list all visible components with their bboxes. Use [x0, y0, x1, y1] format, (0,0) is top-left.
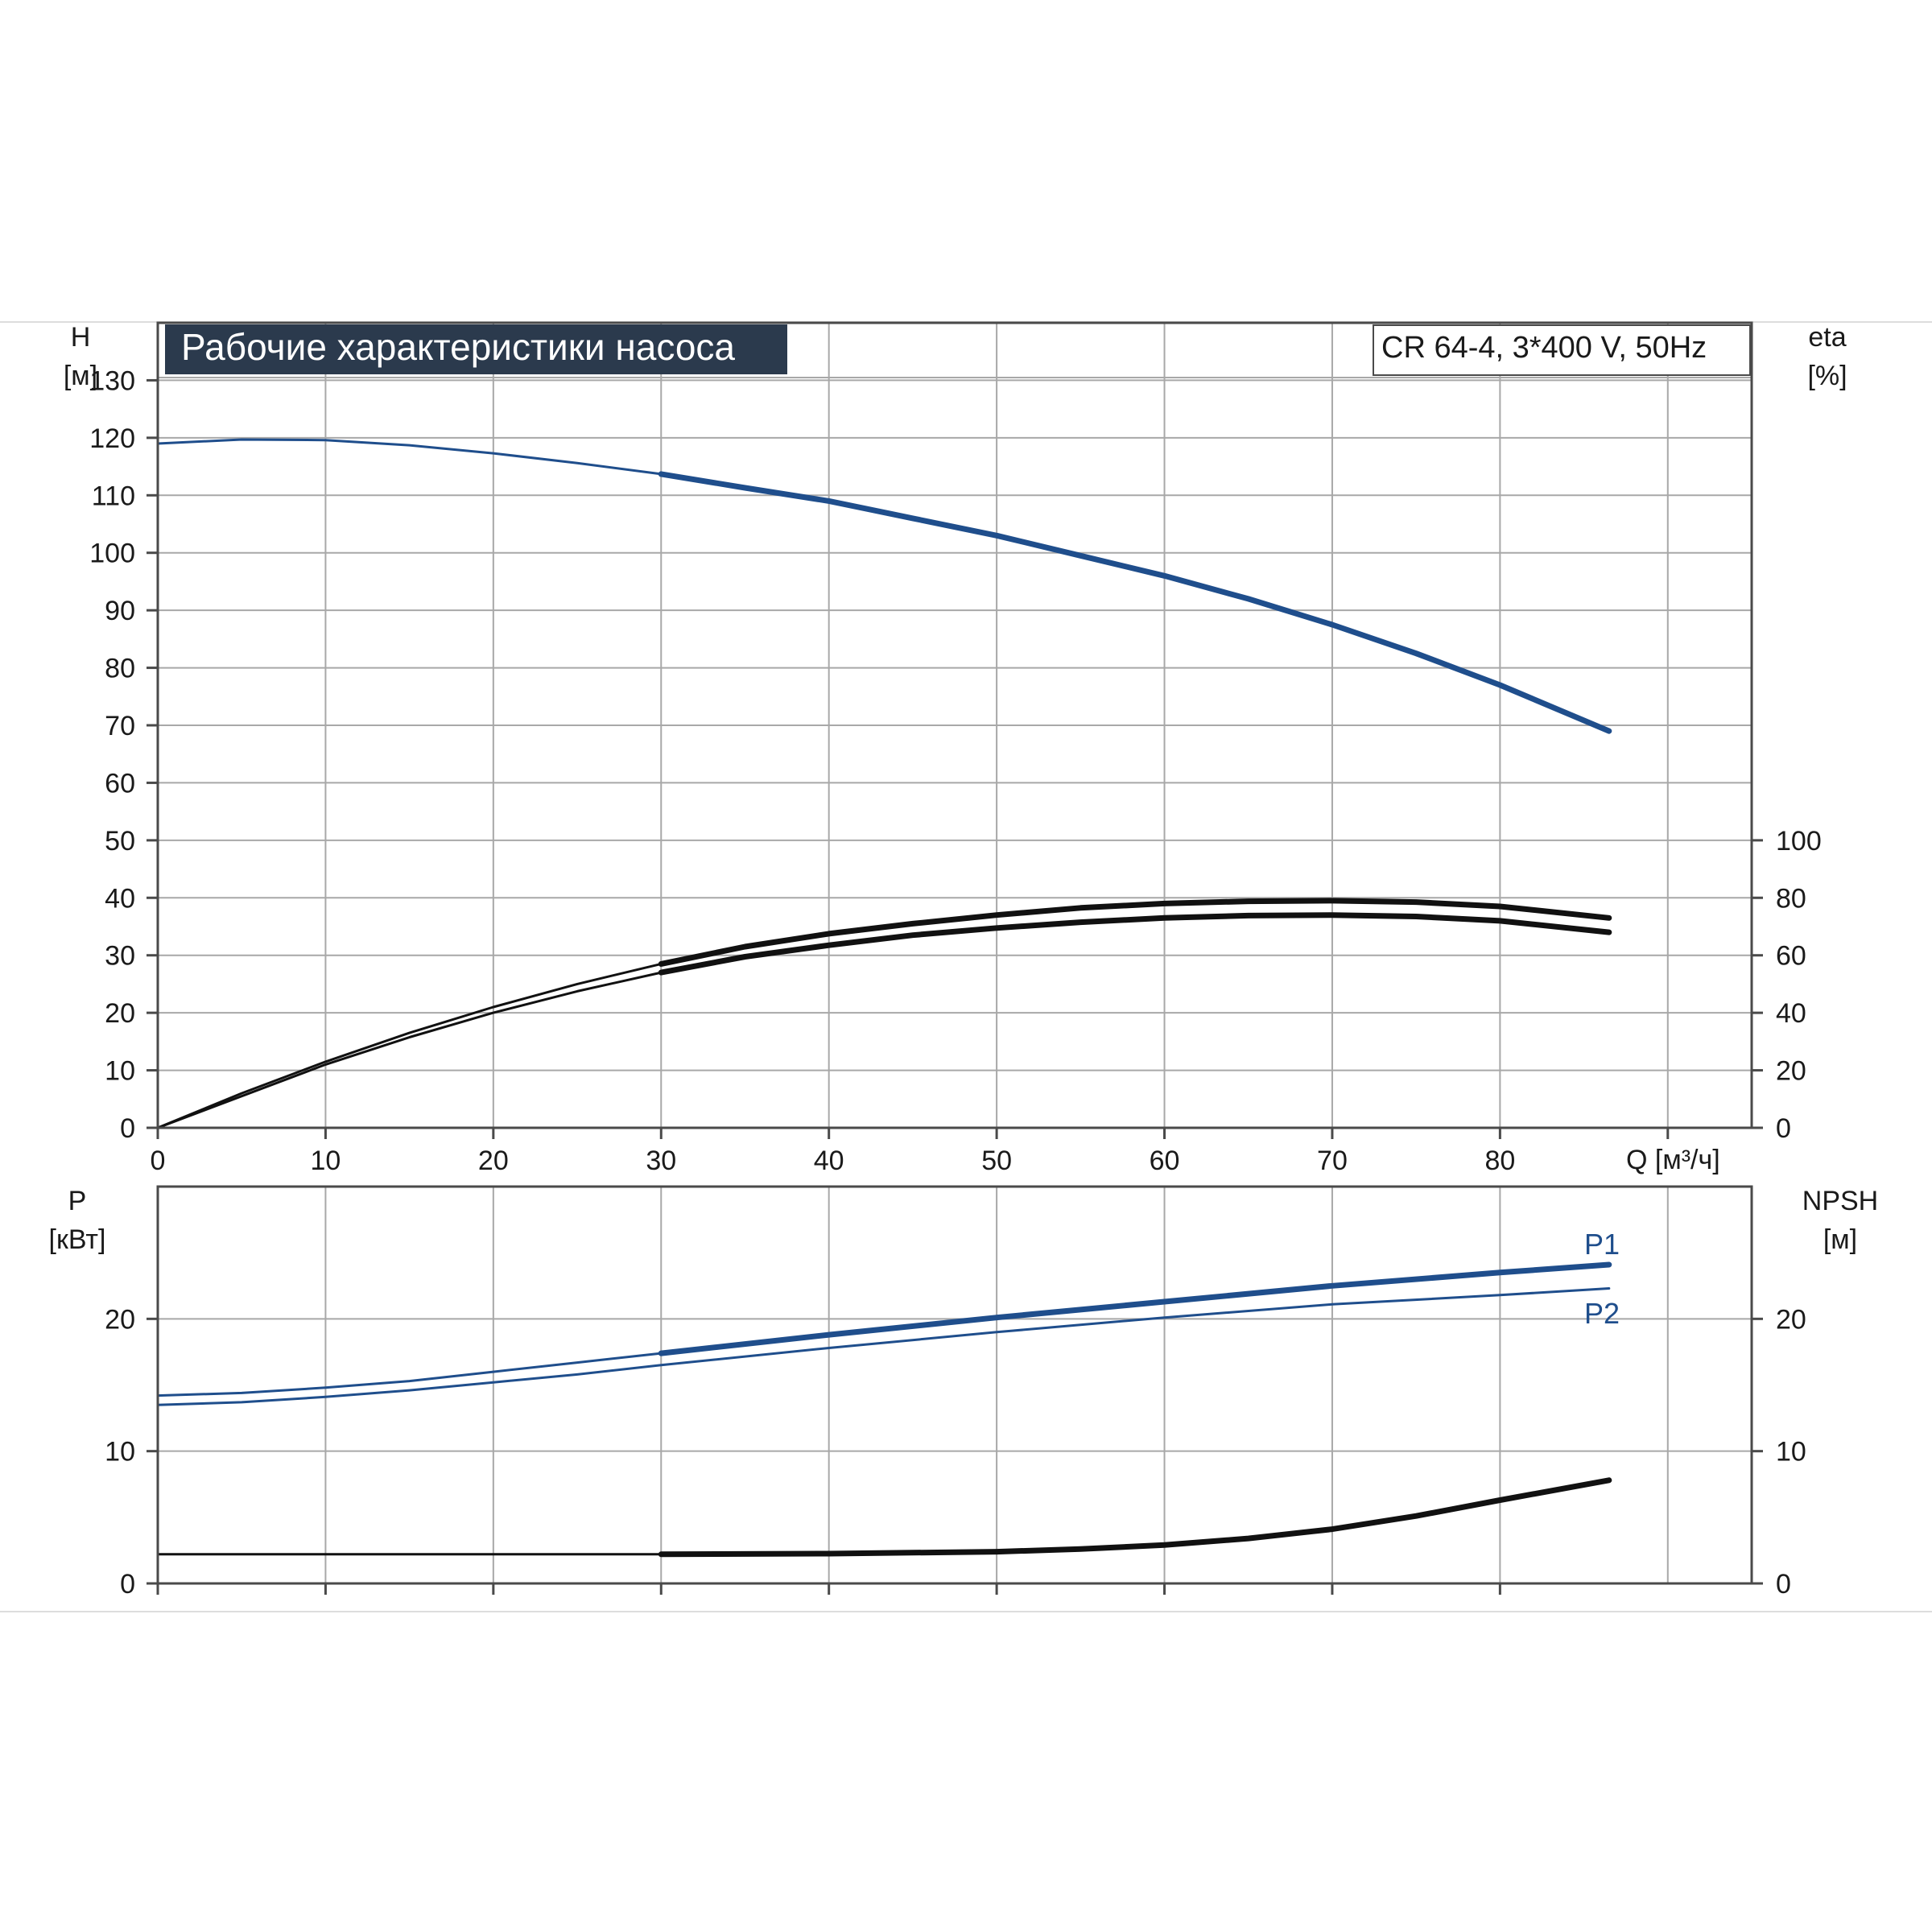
upper-grid — [158, 323, 1752, 1128]
lower-ticks: 0 10 20 0 10 20 — [105, 1304, 1806, 1600]
lower-panel: 0 10 20 0 10 20 P [кВт] NPSH [м] P1 P2 — [49, 1185, 1878, 1600]
lower-frame — [156, 1185, 1753, 1585]
lower-series — [156, 1261, 1612, 1558]
upper-left-tick-label: 100 — [89, 539, 135, 569]
lower-right-tick-label: 0 — [1776, 1569, 1791, 1600]
series-label-p1: P1 — [1584, 1228, 1620, 1261]
upper-left-tick-label: 120 — [89, 423, 135, 454]
y-left-label: H — [71, 322, 91, 353]
upper-right-tick-label: 40 — [1776, 998, 1806, 1029]
upper-series-1-line — [156, 899, 1611, 1129]
lower-series-2-bold — [658, 1477, 1612, 1558]
upper-series-2-bold — [658, 912, 1612, 976]
p-axis-unit: [кВт] — [49, 1224, 106, 1255]
series-label-p2: P2 — [1584, 1297, 1620, 1330]
x-tick-label: 70 — [1317, 1146, 1348, 1176]
p-axis-label: P — [68, 1186, 87, 1216]
y-right-label: eta — [1808, 322, 1846, 353]
npsh-axis-label: NPSH — [1802, 1186, 1878, 1216]
x-axis-label: Q [м³/ч] — [1626, 1145, 1720, 1175]
lower-series-1-line — [156, 1287, 1611, 1406]
lower-right-tick-label: 10 — [1776, 1437, 1806, 1468]
lower-left-tick-label: 10 — [105, 1437, 135, 1468]
upper-series-0-line — [156, 438, 1611, 733]
upper-left-tick-label: 70 — [105, 711, 135, 741]
upper-left-tick-label: 50 — [105, 826, 135, 857]
upper-series-0-bold — [658, 471, 1612, 734]
x-tick-label: 30 — [646, 1146, 676, 1176]
y-left-unit: [м] — [64, 361, 97, 391]
lower-left-tick-label: 20 — [105, 1304, 135, 1335]
upper-left-tick-label: 80 — [105, 654, 135, 684]
x-tick-label: 80 — [1484, 1146, 1515, 1176]
x-tick-label: 60 — [1150, 1146, 1180, 1176]
upper-left-tick-label: 110 — [92, 481, 135, 511]
upper-left-tick-label: 0 — [120, 1113, 135, 1144]
x-tick-label: 10 — [311, 1146, 341, 1176]
upper-right-tick-label: 20 — [1776, 1056, 1806, 1087]
upper-right-tick-label: 80 — [1776, 883, 1806, 914]
title-box — [165, 324, 787, 374]
x-tick-label: 50 — [981, 1146, 1012, 1176]
lower-left-tick-label: 0 — [120, 1569, 135, 1600]
x-tick-label: 40 — [814, 1146, 844, 1176]
lower-series-0-bold — [658, 1261, 1612, 1356]
upper-left-tick-label: 90 — [105, 596, 135, 626]
x-tick-label: 20 — [478, 1146, 509, 1176]
x-tick-label: 0 — [151, 1146, 166, 1176]
upper-right-tick-label: 100 — [1776, 826, 1822, 857]
upper-right-tick-label: 60 — [1776, 941, 1806, 972]
model-label: CR 64-4, 3*400 V, 50Hz — [1381, 331, 1707, 365]
upper-left-tick-label: 10 — [105, 1056, 135, 1087]
lower-grid — [158, 1187, 1752, 1583]
upper-left-tick-label: 60 — [105, 768, 135, 799]
upper-series-2-line — [156, 914, 1611, 1129]
model-box — [1373, 324, 1751, 376]
npsh-axis-unit: [м] — [1823, 1224, 1857, 1255]
lower-right-tick-label: 20 — [1776, 1304, 1806, 1335]
upper-right-tick-label: 0 — [1776, 1113, 1791, 1144]
upper-panel: 0102030405060708090100110120130020406080… — [64, 321, 1847, 1176]
upper-left-tick-label: 30 — [105, 941, 135, 972]
chart-title: Рабочие характеристики насоса — [181, 326, 735, 368]
upper-series-1-bold — [658, 898, 1612, 967]
upper-series — [156, 438, 1612, 1129]
upper-ticks: 0102030405060708090100110120130020406080… — [89, 365, 1821, 1176]
upper-left-tick-label: 40 — [105, 883, 135, 914]
upper-left-tick-label: 130 — [89, 365, 135, 396]
y-right-unit: [%] — [1807, 361, 1847, 391]
upper-left-tick-label: 20 — [105, 998, 135, 1029]
